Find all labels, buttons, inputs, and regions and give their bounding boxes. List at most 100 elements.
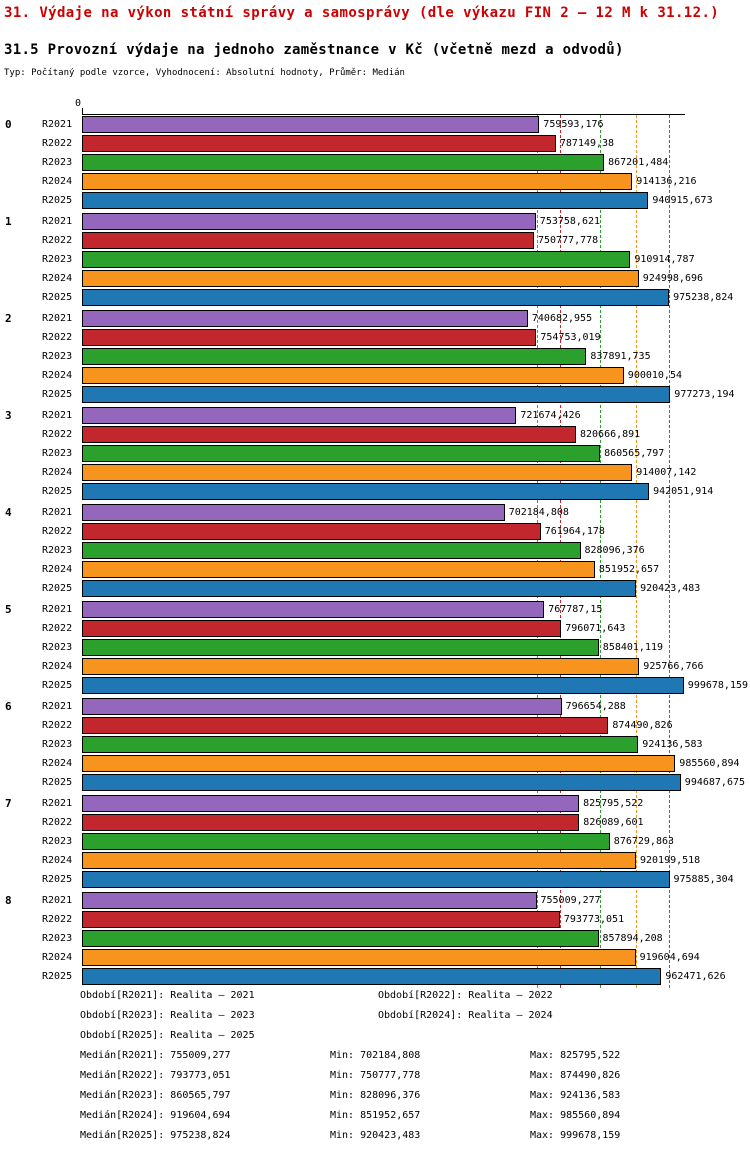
- bar-R2025-group-2: [82, 386, 671, 403]
- series-label: R2025: [42, 874, 73, 885]
- bar-value-label: 858401,119: [602, 642, 664, 653]
- bar-R2022-group-2: [82, 329, 537, 346]
- bar-R2022-group-0: [82, 135, 556, 152]
- series-label: R2025: [42, 680, 73, 691]
- bar-row: 2 R2021 740682,955: [0, 309, 750, 328]
- series-label: R2024: [42, 370, 73, 381]
- bar-row: R2024 900010,54: [0, 366, 750, 385]
- bar-R2024-group-5: [82, 658, 640, 675]
- bar-R2021-group-4: [82, 504, 505, 521]
- bar-value-label: 975885,304: [673, 874, 734, 885]
- chart-meta-info: Typ: Počítaný podle vzorce, Vyhodnocení:…: [4, 68, 405, 78]
- series-label: R2023: [42, 933, 73, 944]
- bar-row: R2022 826089,601: [0, 813, 750, 832]
- median-line-R2024: [635, 115, 637, 988]
- series-label: R2023: [42, 157, 73, 168]
- bar-row: R2022 793773,051: [0, 910, 750, 929]
- group-label: 8: [5, 894, 12, 907]
- bar-row: R2025 942051,914: [0, 482, 750, 501]
- group-label: 5: [5, 603, 12, 616]
- bar-R2025-group-6: [82, 774, 681, 791]
- bar-row: R2024 914007,142: [0, 463, 750, 482]
- group-label: 3: [5, 409, 12, 422]
- bar-row: R2022 754753,019: [0, 328, 750, 347]
- series-label: R2021: [42, 701, 73, 712]
- plot-area: 0 R2021 759593,176 R2022 787149,38 R2023 86720…: [0, 115, 750, 988]
- max-stat: Max: 924136,583: [530, 1090, 621, 1101]
- bar-R2023-group-6: [82, 736, 639, 753]
- bar-row: R2023 867201,484: [0, 153, 750, 172]
- bar-R2025-group-5: [82, 677, 684, 694]
- bar-row: R2023 857894,208: [0, 929, 750, 948]
- bar-value-label: 825795,522: [583, 798, 644, 809]
- group-label: 1: [5, 215, 12, 228]
- group-label: 2: [5, 312, 12, 325]
- period-label: Období[R2025]: Realita – 2025: [80, 1030, 255, 1041]
- bar-R2024-group-8: [82, 949, 636, 966]
- series-label: R2022: [42, 235, 73, 246]
- median-line-R2025: [669, 115, 671, 988]
- bar-row: R2023 910914,787: [0, 250, 750, 269]
- bar-row: 0 R2021 759593,176: [0, 115, 750, 134]
- bar-value-label: 767787,15: [548, 604, 603, 615]
- series-label: R2022: [42, 138, 73, 149]
- series-label: R2025: [42, 583, 73, 594]
- series-label: R2023: [42, 739, 73, 750]
- bar-value-label: 999678,159: [687, 680, 749, 691]
- series-label: R2023: [42, 254, 73, 265]
- series-label: R2024: [42, 952, 73, 963]
- series-label: R2024: [42, 467, 73, 478]
- max-stat: Max: 874490,826: [530, 1070, 621, 1081]
- bar-R2021-group-0: [82, 116, 540, 133]
- bar-value-label: 975238,824: [673, 292, 734, 303]
- bar-value-label: 796071,643: [565, 623, 626, 634]
- period-label: Období[R2021]: Realita – 2021: [80, 990, 255, 1001]
- bar-value-label: 977273,194: [674, 389, 735, 400]
- min-stat: Min: 851952,657: [330, 1110, 421, 1121]
- bar-row: R2022 820666,891: [0, 425, 750, 444]
- bar-value-label: 910914,787: [634, 254, 695, 265]
- bar-R2021-group-3: [82, 407, 517, 424]
- series-label: R2021: [42, 604, 73, 615]
- bar-row: R2022 796071,643: [0, 619, 750, 638]
- bar-value-label: 920199,518: [640, 855, 701, 866]
- bar-value-label: 860565,797: [604, 448, 665, 459]
- stat-row: Medián[R2021]: 755009,277 Min: 702184,80…: [0, 1050, 750, 1070]
- bar-value-label: 702184,808: [508, 507, 569, 518]
- bar-R2024-group-3: [82, 464, 633, 481]
- bar-group-7: 7 R2021 825795,522 R2022 826089,601 R2023 8767…: [0, 794, 750, 889]
- series-label: R2022: [42, 720, 73, 731]
- series-label: R2022: [42, 429, 73, 440]
- period-label: Období[R2024]: Realita – 2024: [378, 1010, 553, 1021]
- median-stat: Medián[R2024]: 919604,694: [80, 1110, 231, 1121]
- series-label: R2025: [42, 486, 73, 497]
- stat-row: Medián[R2025]: 975238,824 Min: 920423,48…: [0, 1130, 750, 1150]
- stat-row: Medián[R2022]: 793773,051 Min: 750777,77…: [0, 1070, 750, 1090]
- bar-row: R2025 920423,483: [0, 579, 750, 598]
- bar-value-label: 900010,54: [627, 370, 682, 381]
- bar-R2024-group-0: [82, 173, 633, 190]
- bar-row: 5 R2021 767787,15: [0, 600, 750, 619]
- series-label: R2024: [42, 176, 73, 187]
- bar-group-5: 5 R2021 767787,15 R2022 796071,643 R2023 85840…: [0, 600, 750, 695]
- bar-R2025-group-3: [82, 483, 650, 500]
- bar-row: R2023 837891,735: [0, 347, 750, 366]
- bar-R2025-group-0: [82, 192, 649, 209]
- bar-value-label: 828096,376: [584, 545, 645, 556]
- bar-R2022-group-1: [82, 232, 534, 249]
- series-label: R2024: [42, 273, 73, 284]
- group-label: 4: [5, 506, 12, 519]
- bar-row: R2022 761964,178: [0, 522, 750, 541]
- bar-row: R2022 787149,38: [0, 134, 750, 153]
- bar-R2023-group-3: [82, 445, 601, 462]
- bar-R2025-group-8: [82, 968, 662, 985]
- bar-row: R2025 962471,626: [0, 967, 750, 986]
- period-row: Období[R2021]: Realita – 2021 Období[R20…: [0, 990, 750, 1010]
- series-label: R2025: [42, 389, 73, 400]
- series-label: R2023: [42, 545, 73, 556]
- bar-value-label: 940915,673: [652, 195, 713, 206]
- bar-row: 7 R2021 825795,522: [0, 794, 750, 813]
- bar-value-label: 914136,216: [636, 176, 697, 187]
- series-label: R2023: [42, 642, 73, 653]
- bar-value-label: 759593,176: [543, 119, 604, 130]
